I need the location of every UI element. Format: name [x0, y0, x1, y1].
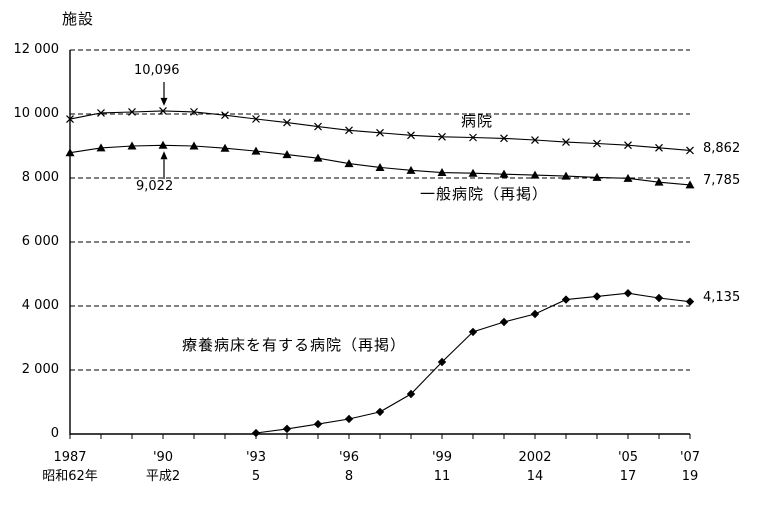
marker-triangle — [623, 173, 633, 182]
annotation-arrowhead — [160, 97, 168, 106]
x-tick-year-label: '07 — [679, 450, 701, 465]
x-tick-year-label: 1987 — [53, 450, 87, 465]
marker-triangle — [468, 168, 478, 177]
marker-x — [128, 108, 136, 116]
marker-diamond — [592, 292, 602, 301]
marker-x — [655, 143, 663, 152]
marker-x — [159, 107, 167, 115]
marker-x — [531, 136, 539, 144]
x-tick-year-label: '05 — [617, 450, 639, 465]
marker-x — [345, 126, 353, 135]
x-tick-era-label: 8 — [344, 469, 354, 484]
marker-triangle — [282, 150, 292, 159]
marker-diamond — [623, 289, 633, 298]
marker-diamond — [561, 295, 571, 304]
marker-triangle — [313, 153, 323, 162]
marker-diamond — [375, 407, 385, 417]
marker-x — [66, 115, 74, 124]
marker-triangle — [251, 146, 261, 155]
marker-triangle — [220, 143, 230, 152]
marker-diamond — [344, 414, 354, 424]
marker-triangle — [375, 162, 385, 171]
marker-triangle — [189, 141, 199, 150]
y-tick-label: 8 000 — [21, 170, 59, 185]
marker-triangle — [65, 148, 75, 157]
marker-x — [376, 128, 384, 137]
x-tick-year-label: 2002 — [518, 450, 552, 465]
end-value-hospitals: 8,862 — [703, 141, 741, 156]
x-tick-era-label: 14 — [526, 469, 544, 484]
marker-triangle — [96, 143, 106, 152]
x-tick-year-label: '99 — [431, 450, 453, 465]
y-tick-label: 2 000 — [21, 362, 59, 377]
marker-diamond — [654, 293, 664, 303]
marker-x — [562, 138, 570, 147]
marker-triangle — [344, 159, 354, 168]
annotation-arrowhead — [160, 151, 168, 160]
series-line — [255, 292, 691, 434]
marker-triangle — [127, 141, 137, 150]
x-tick-era-label: 昭和62年 — [42, 469, 98, 484]
marker-triangle — [499, 169, 509, 178]
marker-diamond — [530, 309, 540, 319]
x-tick-year-label: '96 — [338, 450, 360, 465]
marker-x — [438, 132, 446, 141]
x-tick-era-label: 5 — [251, 469, 261, 484]
marker-triangle — [592, 172, 602, 181]
marker-diamond — [406, 389, 416, 399]
marker-x — [283, 118, 291, 127]
series-label-longterm: 療養病床を有する病院（再掲） — [182, 336, 407, 354]
marker-x — [469, 133, 477, 142]
end-value-longterm: 4,135 — [703, 290, 741, 305]
marker-x — [190, 107, 198, 116]
marker-x — [500, 134, 508, 143]
marker-triangle — [158, 140, 168, 149]
marker-diamond — [251, 428, 261, 438]
series-label-general: 一般病院（再掲） — [420, 185, 549, 203]
y-tick-label: 10 000 — [13, 106, 60, 121]
y-tick-label: 6 000 — [21, 234, 59, 249]
marker-diamond — [499, 317, 509, 327]
marker-triangle — [437, 168, 447, 177]
x-tick-year-label: '90 — [152, 450, 174, 465]
marker-x — [252, 115, 260, 123]
series-label-hospitals: 病院 — [461, 112, 494, 130]
marker-triangle — [685, 180, 695, 189]
x-tick-era-label: 17 — [619, 469, 637, 484]
marker-x — [221, 111, 229, 120]
unit-label: 施設 — [62, 10, 95, 28]
marker-x — [314, 122, 322, 131]
x-tick-era-label: 11 — [433, 469, 451, 484]
marker-diamond — [468, 327, 478, 337]
y-tick-label: 12 000 — [13, 42, 60, 57]
marker-x — [407, 131, 415, 140]
marker-diamond — [282, 424, 292, 434]
annotation-peak-general: 9,022 — [136, 179, 174, 194]
marker-triangle — [530, 170, 540, 179]
x-tick-year-label: '93 — [245, 450, 267, 465]
y-tick-label: 4 000 — [21, 298, 59, 313]
marker-triangle — [654, 177, 664, 186]
marker-diamond — [437, 357, 447, 367]
annotation-peak-hospitals: 10,096 — [134, 63, 180, 78]
end-value-general: 7,785 — [703, 173, 741, 188]
marker-x — [97, 108, 105, 117]
marker-x — [593, 139, 601, 148]
marker-triangle — [561, 171, 571, 180]
marker-diamond — [313, 419, 323, 429]
marker-diamond — [685, 297, 695, 306]
x-tick-era-label: 19 — [681, 469, 699, 484]
y-tick-label: 0 — [50, 426, 59, 441]
marker-triangle — [406, 165, 416, 174]
marker-x — [686, 146, 694, 155]
x-tick-era-label: 平成2 — [145, 469, 181, 484]
marker-x — [624, 141, 632, 150]
